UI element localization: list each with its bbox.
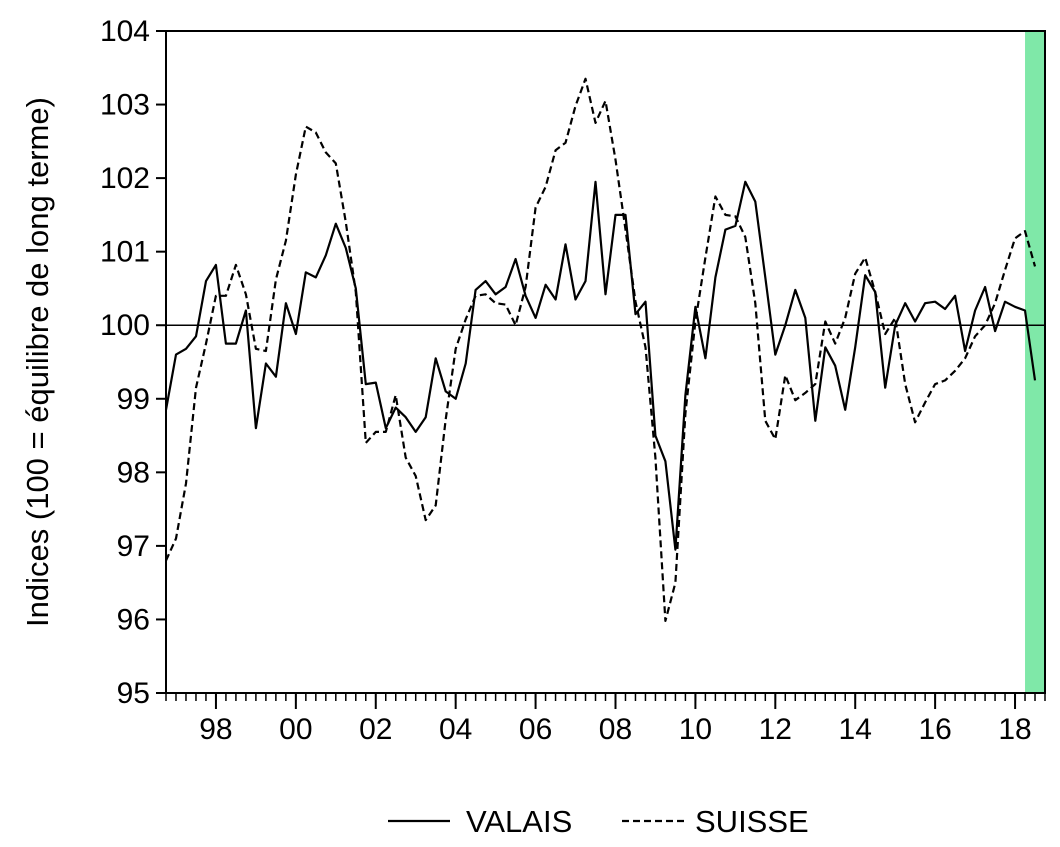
series-layer — [164, 77, 1037, 623]
y-tick-label: 101 — [100, 236, 150, 269]
x-tick-label: 98 — [199, 713, 232, 746]
series-line-valais — [164, 180, 1037, 551]
legend-label-valais: VALAIS — [466, 804, 572, 839]
x-tick-label: 02 — [359, 713, 392, 746]
x-tick-label: 16 — [918, 713, 951, 746]
series-line-suisse — [164, 77, 1037, 623]
shaded-region-layer — [1025, 31, 1045, 693]
y-tick-label: 95 — [117, 677, 150, 710]
x-tick-label: 00 — [279, 713, 312, 746]
x-tick-label: 08 — [599, 713, 632, 746]
x-tick-label: 06 — [519, 713, 552, 746]
y-tick-label: 103 — [100, 89, 150, 122]
x-tick-label: 04 — [439, 713, 472, 746]
x-tick-label: 12 — [759, 713, 792, 746]
legend: VALAIS SUISSE — [388, 804, 809, 839]
y-tick-label: 99 — [117, 383, 150, 416]
y-axis: 95 96 97 98 99 100 101 102 103 104 — [100, 15, 166, 710]
x-axis: 98 00 02 04 06 08 10 12 14 16 18 — [165, 693, 1046, 746]
legend-label-suisse: SUISSE — [695, 804, 809, 839]
y-tick-label: 102 — [100, 162, 150, 195]
y-tick-label: 104 — [100, 15, 150, 48]
shaded-region — [1025, 31, 1045, 693]
y-tick-label: 100 — [100, 309, 150, 342]
y-tick-label: 97 — [117, 530, 150, 563]
x-tick-label: 10 — [679, 713, 712, 746]
y-tick-label: 98 — [117, 456, 150, 489]
x-tick-label: 18 — [998, 713, 1031, 746]
y-axis-title: Indices (100 = équilibre de long terme) — [20, 97, 55, 627]
x-tick-label: 14 — [839, 713, 872, 746]
y-tick-label: 96 — [117, 603, 150, 636]
